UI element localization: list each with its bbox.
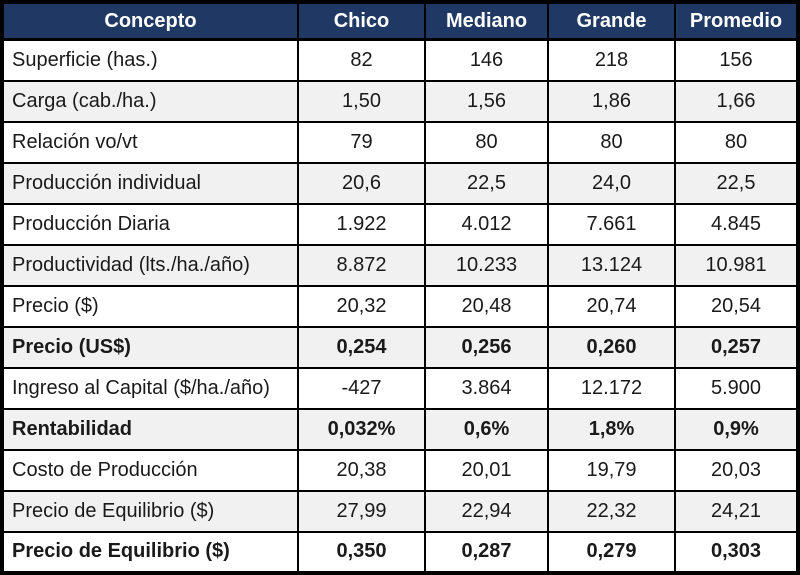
row-value: -427 [297,366,426,410]
header-row: Concepto Chico Mediano Grande Promedio [1,1,799,41]
row-value: 79 [297,120,426,164]
row-value: 0,9% [674,407,799,451]
row-value: 0,256 [424,325,549,369]
table-row: Carga (cab./ha.) 1,50 1,56 1,86 1,66 [1,79,799,123]
row-value: 22,5 [424,161,549,205]
row-value: 10.981 [674,243,799,287]
row-value: 0,260 [547,325,676,369]
row-label: Precio de Equilibrio ($) [1,530,299,574]
row-label: Productividad (lts./ha./año) [1,243,299,287]
row-value: 218 [547,38,676,82]
row-value: 1,56 [424,79,549,123]
row-value: 27,99 [297,489,426,533]
row-value: 1,8% [547,407,676,451]
table-row: Rentabilidad 0,032% 0,6% 1,8% 0,9% [1,407,799,451]
table-row: Relación vo/vt 79 80 80 80 [1,120,799,164]
table-row: Superficie (has.) 82 146 218 156 [1,38,799,82]
table-row: Precio de Equilibrio ($) 27,99 22,94 22,32 2… [1,489,799,533]
row-value: 80 [547,120,676,164]
row-label: Carga (cab./ha.) [1,79,299,123]
row-label: Costo de Producción [1,448,299,492]
row-value: 146 [424,38,549,82]
row-value: 20,32 [297,284,426,328]
row-label: Precio de Equilibrio ($) [1,489,299,533]
row-value: 82 [297,38,426,82]
table-row: Productividad (lts./ha./año) 8.872 10.233 1… [1,243,799,287]
row-value: 24,0 [547,161,676,205]
row-label: Producción individual [1,161,299,205]
row-value: 0,032% [297,407,426,451]
row-value: 20,03 [674,448,799,492]
row-value: 1,86 [547,79,676,123]
row-value: 22,32 [547,489,676,533]
row-label: Rentabilidad [1,407,299,451]
column-header-chico: Chico [297,1,426,41]
row-label: Relación vo/vt [1,120,299,164]
row-label: Precio (US$) [1,325,299,369]
row-value: 24,21 [674,489,799,533]
table-row: Producción individual 20,6 22,5 24,0 22,5 [1,161,799,205]
row-value: 20,48 [424,284,549,328]
row-value: 8.872 [297,243,426,287]
row-value: 10.233 [424,243,549,287]
row-value: 1,50 [297,79,426,123]
row-value: 1.922 [297,202,426,246]
table-row: Precio (US$) 0,254 0,256 0,260 0,257 [1,325,799,369]
row-value: 5.900 [674,366,799,410]
column-header-concepto: Concepto [1,1,299,41]
row-value: 20,74 [547,284,676,328]
row-value: 22,94 [424,489,549,533]
row-value: 0,6% [424,407,549,451]
row-label: Ingreso al Capital ($/ha./año) [1,366,299,410]
row-value: 4.012 [424,202,549,246]
row-value: 19,79 [547,448,676,492]
column-header-promedio: Promedio [674,1,799,41]
row-value: 0,303 [674,530,799,574]
row-value: 20,01 [424,448,549,492]
row-value: 20,6 [297,161,426,205]
table-row: Costo de Producción 20,38 20,01 19,79 20,03 [1,448,799,492]
column-header-grande: Grande [547,1,676,41]
row-value: 1,66 [674,79,799,123]
column-header-mediano: Mediano [424,1,549,41]
row-value: 13.124 [547,243,676,287]
row-value: 0,350 [297,530,426,574]
row-value: 7.661 [547,202,676,246]
table-row: Ingreso al Capital ($/ha./año) -427 3.864 1… [1,366,799,410]
row-value: 20,38 [297,448,426,492]
table-row: Precio ($) 20,32 20,48 20,74 20,54 [1,284,799,328]
table-body: Superficie (has.) 82 146 218 156 Carga (cab./… [1,38,799,574]
row-value: 80 [674,120,799,164]
table-row: Precio de Equilibrio ($) 0,350 0,287 0,279 0… [1,530,799,574]
table-row: Producción Diaria 1.922 4.012 7.661 4.845 [1,202,799,246]
row-label: Precio ($) [1,284,299,328]
row-value: 156 [674,38,799,82]
row-label: Producción Diaria [1,202,299,246]
row-value: 12.172 [547,366,676,410]
row-value: 0,257 [674,325,799,369]
row-value: 22,5 [674,161,799,205]
table-header: Concepto Chico Mediano Grande Promedio [1,1,799,41]
row-value: 4.845 [674,202,799,246]
row-value: 0,254 [297,325,426,369]
row-value: 80 [424,120,549,164]
row-value: 3.864 [424,366,549,410]
row-value: 20,54 [674,284,799,328]
row-value: 0,279 [547,530,676,574]
row-value: 0,287 [424,530,549,574]
row-label: Superficie (has.) [1,38,299,82]
